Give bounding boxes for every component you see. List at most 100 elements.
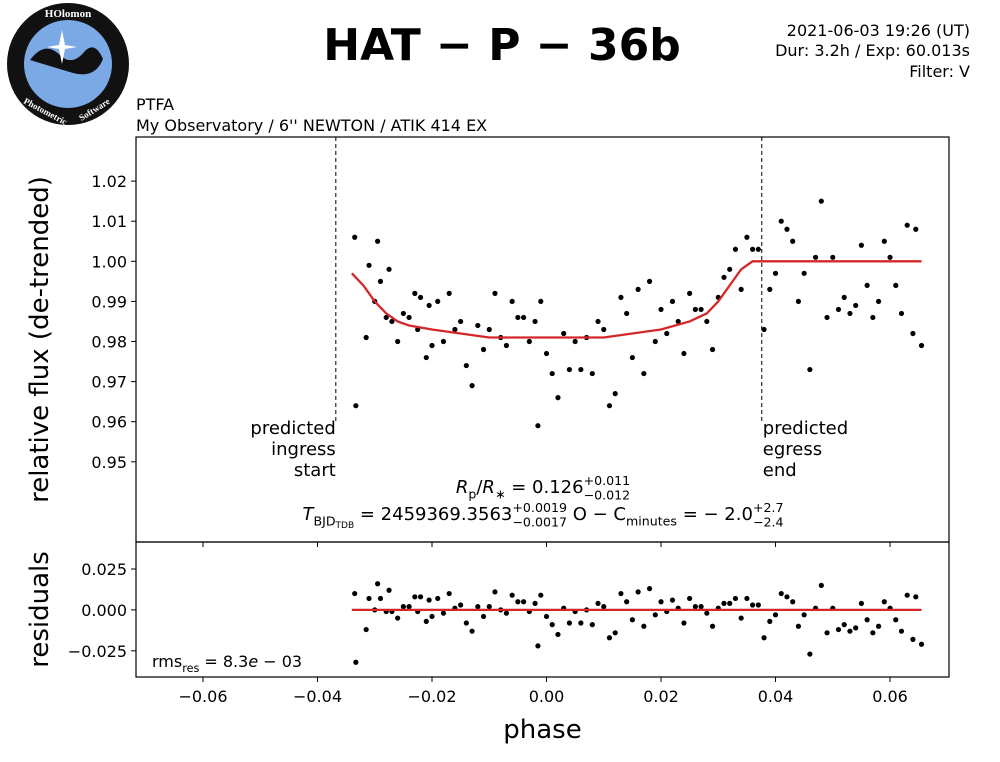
data-point: [750, 246, 756, 252]
data-point: [515, 314, 521, 321]
data-point: [652, 612, 658, 618]
data-point: [395, 615, 401, 621]
data-point: [400, 604, 406, 610]
data-point: [635, 286, 641, 292]
data-point: [881, 599, 887, 605]
data-point: [738, 615, 744, 621]
data-point: [480, 346, 487, 353]
y-tick-label: 0.95: [91, 453, 127, 472]
data-point: [864, 282, 870, 288]
data-point: [624, 599, 630, 605]
data-point: [824, 314, 830, 321]
data-point: [818, 198, 824, 204]
data-point: [618, 590, 624, 597]
data-point: [893, 282, 899, 288]
data-point: [463, 620, 469, 626]
data-point: [612, 391, 618, 397]
data-point: [824, 630, 830, 636]
data-point: [698, 604, 704, 610]
annotation-part: R: [456, 477, 469, 498]
observer: PTFA: [136, 95, 174, 114]
annotation-part: TDB: [335, 521, 355, 531]
logo-star: [47, 30, 77, 64]
data-point: [458, 318, 464, 325]
data-point: [352, 234, 358, 240]
data-point: [772, 270, 779, 276]
y-tick-label: 0.99: [91, 292, 127, 311]
data-point: [423, 618, 429, 624]
data-point: [853, 302, 859, 309]
data-point: [910, 330, 916, 337]
data-point: [578, 620, 584, 626]
data-point: [669, 298, 676, 305]
data-point: [532, 600, 538, 606]
data-point: [440, 610, 447, 616]
data-point: [795, 623, 802, 629]
y-axis-label: residuals: [25, 551, 55, 668]
vline-label: predicted: [763, 418, 848, 439]
data-point: [366, 595, 372, 602]
data-point: [366, 262, 372, 268]
annotation-part: − 03: [258, 652, 302, 671]
data-point: [732, 246, 739, 252]
data-point: [526, 338, 532, 345]
data-point: [893, 617, 899, 623]
data-point: [847, 628, 853, 634]
data-point: [549, 370, 555, 377]
x-axis-label: phase: [503, 715, 581, 745]
data-point: [767, 618, 773, 624]
annotation-part: rms: [152, 652, 182, 671]
observer: My Observatory / 6'' NEWTON / ATIK 414 E…: [136, 116, 487, 135]
data-point: [675, 318, 681, 325]
data-point: [589, 622, 595, 628]
data-point: [635, 589, 641, 595]
data-point: [538, 592, 544, 598]
data-point: [606, 635, 613, 641]
annotation: rmsres = 8.3e − 03: [152, 652, 302, 675]
data-point: [521, 599, 527, 605]
data-point: [363, 626, 369, 633]
data-point: [801, 270, 807, 276]
data-point: [847, 310, 853, 317]
data-point: [446, 590, 452, 597]
data-point: [566, 366, 573, 373]
x-tick-label: −0.06: [178, 687, 227, 706]
data-point: [669, 597, 676, 603]
y-tick-label: 0.000: [81, 601, 127, 620]
annotation-part: −0.0017: [512, 514, 567, 529]
data-point: [601, 604, 607, 610]
vline-label: end: [763, 460, 797, 481]
data-point: [835, 626, 842, 633]
y-tick-label: 0.98: [91, 333, 127, 352]
data-point: [452, 326, 458, 333]
annotation-part: −2.4: [753, 514, 784, 529]
logo-text: HOlomon: [45, 8, 91, 20]
data-point: [469, 628, 475, 634]
vline-label: predicted: [250, 418, 335, 439]
data-point: [918, 641, 925, 647]
data-point: [375, 238, 381, 244]
data-point: [761, 326, 767, 333]
data-point: [870, 314, 876, 321]
data-point: [463, 362, 469, 369]
data-point: [480, 613, 487, 620]
data-point: [429, 613, 435, 620]
data-point: [629, 617, 635, 623]
data-point: [492, 290, 498, 296]
data-point: [784, 226, 790, 232]
data-point: [509, 298, 515, 305]
data-point: [727, 266, 733, 272]
data-point: [543, 613, 550, 620]
annotation-part: /: [476, 477, 483, 498]
data-point: [383, 314, 389, 321]
data-point: [681, 620, 687, 626]
data-point: [858, 242, 865, 248]
data-point: [486, 604, 492, 610]
data-point: [446, 290, 452, 296]
data-point: [426, 597, 432, 603]
data-point: [818, 582, 824, 588]
data-point: [641, 370, 647, 377]
data-point: [492, 589, 498, 595]
data-point: [595, 600, 601, 606]
data-point: [795, 298, 802, 305]
